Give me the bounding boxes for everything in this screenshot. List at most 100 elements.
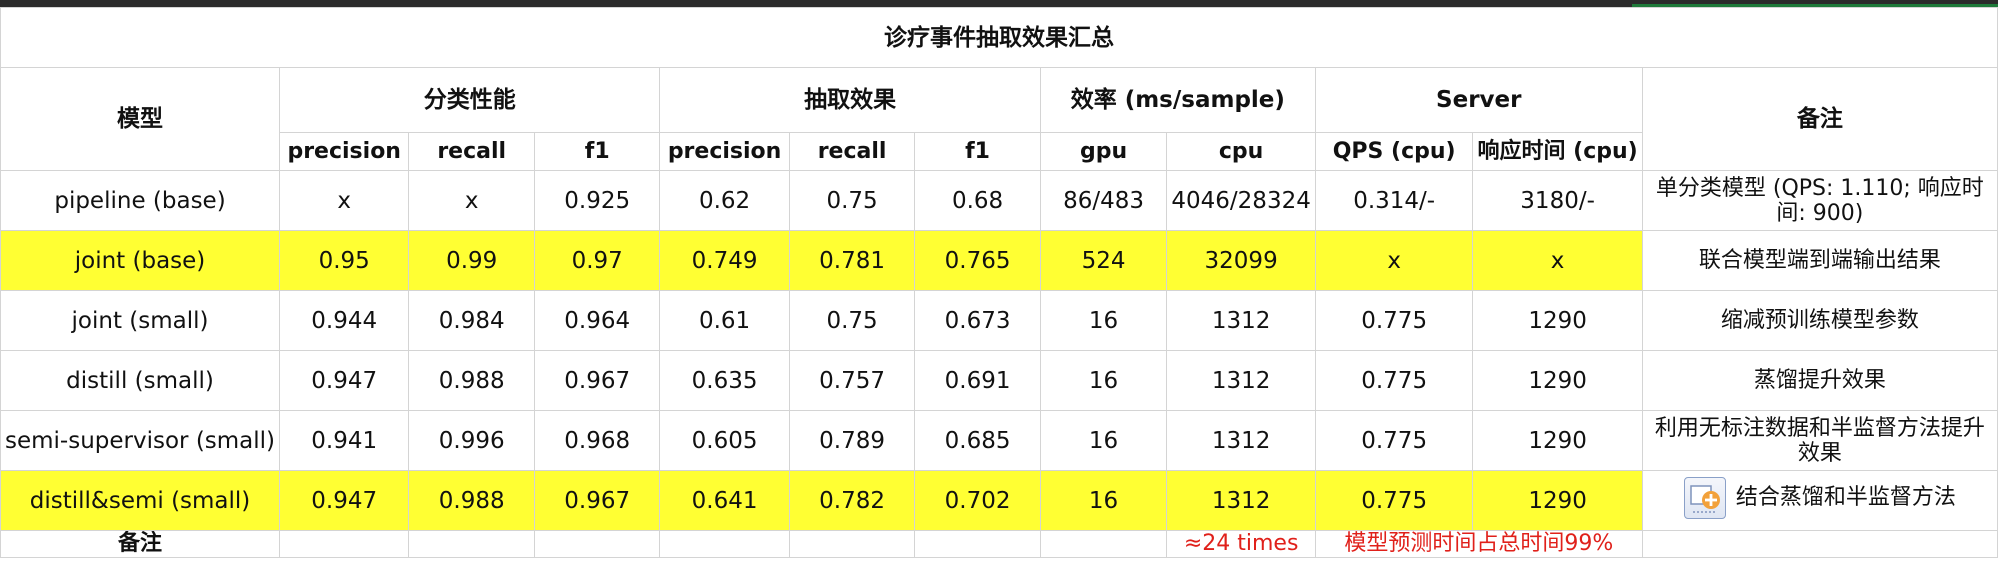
cell-cls-recall[interactable]: x <box>408 170 536 231</box>
cell-cpu[interactable]: 1312 <box>1166 290 1316 351</box>
footer-empty-cell[interactable] <box>279 530 410 558</box>
cell-cls-f1[interactable]: 0.968 <box>534 410 661 471</box>
cell-cls-recall[interactable]: 0.99 <box>408 230 536 291</box>
cell-cls-f1[interactable]: 0.97 <box>534 230 661 291</box>
subheader-cls-f1[interactable]: f1 <box>534 132 661 171</box>
header-classification[interactable]: 分类性能 <box>279 67 661 133</box>
cell-ext-precision[interactable]: 0.641 <box>659 470 790 531</box>
cell-ext-recall[interactable]: 0.789 <box>788 410 916 471</box>
cell-ext-precision[interactable]: 0.635 <box>659 350 790 411</box>
cell-cpu[interactable]: 1312 <box>1166 410 1316 471</box>
header-efficiency[interactable]: 效率 (ms/sample) <box>1039 67 1316 133</box>
header-notes[interactable]: 备注 <box>1641 67 1998 171</box>
cell-cls-precision[interactable]: x <box>279 170 410 231</box>
cell-cls-f1[interactable]: 0.964 <box>534 290 661 351</box>
cell-qps[interactable]: 0.775 <box>1314 290 1474 351</box>
footer-empty-cell[interactable] <box>659 530 790 558</box>
cell-gpu[interactable]: 16 <box>1039 350 1168 411</box>
subheader-response-time[interactable]: 响应时间 (cpu) <box>1472 132 1643 171</box>
cell-cls-f1[interactable]: 0.967 <box>534 470 661 531</box>
cell-cls-recall[interactable]: 0.988 <box>408 470 536 531</box>
cell-gpu[interactable]: 524 <box>1039 230 1168 291</box>
cell-cls-precision[interactable]: 0.944 <box>279 290 410 351</box>
cell-response-time[interactable]: 3180/- <box>1472 170 1643 231</box>
header-server[interactable]: Server <box>1314 67 1643 133</box>
cell-qps[interactable]: 0.775 <box>1314 470 1474 531</box>
cell-gpu[interactable]: 16 <box>1039 410 1168 471</box>
cell-ext-recall[interactable]: 0.75 <box>788 170 916 231</box>
footer-empty-cell[interactable] <box>788 530 916 558</box>
cell-note[interactable]: 利用无标注数据和半监督方法提升效果 <box>1641 410 1998 471</box>
cell-gpu[interactable]: 16 <box>1039 470 1168 531</box>
footer-empty-cell[interactable] <box>408 530 536 558</box>
cell-cpu[interactable]: 32099 <box>1166 230 1316 291</box>
cell-cpu[interactable]: 1312 <box>1166 470 1316 531</box>
cell-cls-f1[interactable]: 0.967 <box>534 350 661 411</box>
subheader-ext-precision[interactable]: precision <box>659 132 790 171</box>
cell-ext-recall[interactable]: 0.781 <box>788 230 916 291</box>
subheader-cls-precision[interactable]: precision <box>279 132 410 171</box>
cell-note[interactable]: 结合蒸馏和半监督方法 <box>1641 470 1998 531</box>
cell-gpu[interactable]: 86/483 <box>1039 170 1168 231</box>
footer-label[interactable]: 备注 <box>0 530 281 558</box>
cell-response-time[interactable]: 1290 <box>1472 470 1643 531</box>
cell-qps[interactable]: 0.775 <box>1314 350 1474 411</box>
cell-gpu[interactable]: 16 <box>1039 290 1168 351</box>
cell-ext-precision[interactable]: 0.749 <box>659 230 790 291</box>
cell-ext-f1[interactable]: 0.68 <box>914 170 1041 231</box>
cell-ext-f1[interactable]: 0.765 <box>914 230 1041 291</box>
cell-ext-precision[interactable]: 0.61 <box>659 290 790 351</box>
cell-response-time[interactable]: x <box>1472 230 1643 291</box>
cell-model[interactable]: joint (small) <box>0 290 281 351</box>
header-model[interactable]: 模型 <box>0 67 281 171</box>
cell-cls-recall[interactable]: 0.984 <box>408 290 536 351</box>
cell-ext-precision[interactable]: 0.605 <box>659 410 790 471</box>
footer-empty-cell[interactable] <box>1641 530 1998 558</box>
cell-model[interactable]: pipeline (base) <box>0 170 281 231</box>
cell-model[interactable]: distill (small) <box>0 350 281 411</box>
subheader-cls-recall[interactable]: recall <box>408 132 536 171</box>
table-title[interactable]: 诊疗事件抽取效果汇总 <box>0 7 1998 68</box>
cell-response-time[interactable]: 1290 <box>1472 410 1643 471</box>
subheader-ext-f1[interactable]: f1 <box>914 132 1041 171</box>
cell-note[interactable]: 缩减预训练模型参数 <box>1641 290 1998 351</box>
cell-cls-precision[interactable]: 0.947 <box>279 350 410 411</box>
insert-image-icon[interactable] <box>1683 476 1726 519</box>
cell-ext-precision[interactable]: 0.62 <box>659 170 790 231</box>
cell-cls-recall[interactable]: 0.988 <box>408 350 536 411</box>
cell-ext-f1[interactable]: 0.673 <box>914 290 1041 351</box>
cell-ext-f1[interactable]: 0.702 <box>914 470 1041 531</box>
cell-cls-precision[interactable]: 0.95 <box>279 230 410 291</box>
cell-cls-precision[interactable]: 0.941 <box>279 410 410 471</box>
footer-empty-cell[interactable] <box>534 530 661 558</box>
footer-server-note[interactable]: 模型预测时间占总时间99% <box>1314 530 1643 558</box>
subheader-cpu[interactable]: cpu <box>1166 132 1316 171</box>
cell-model[interactable]: distill&semi (small) <box>0 470 281 531</box>
subheader-ext-recall[interactable]: recall <box>788 132 916 171</box>
cell-response-time[interactable]: 1290 <box>1472 290 1643 351</box>
footer-empty-cell[interactable] <box>914 530 1041 558</box>
cell-qps[interactable]: 0.314/- <box>1314 170 1474 231</box>
cell-note[interactable]: 蒸馏提升效果 <box>1641 350 1998 411</box>
subheader-qps[interactable]: QPS (cpu) <box>1314 132 1474 171</box>
cell-cls-recall[interactable]: 0.996 <box>408 410 536 471</box>
cell-cpu[interactable]: 4046/28324 <box>1166 170 1316 231</box>
cell-ext-f1[interactable]: 0.685 <box>914 410 1041 471</box>
footer-empty-cell[interactable] <box>1039 530 1168 558</box>
cell-response-time[interactable]: 1290 <box>1472 350 1643 411</box>
cell-cls-f1[interactable]: 0.925 <box>534 170 661 231</box>
cell-qps[interactable]: x <box>1314 230 1474 291</box>
cell-qps[interactable]: 0.775 <box>1314 410 1474 471</box>
cell-ext-recall[interactable]: 0.75 <box>788 290 916 351</box>
cell-note[interactable]: 单分类模型 (QPS: 1.110; 响应时间: 900) <box>1641 170 1998 231</box>
cell-ext-f1[interactable]: 0.691 <box>914 350 1041 411</box>
header-extraction[interactable]: 抽取效果 <box>659 67 1041 133</box>
cell-cls-precision[interactable]: 0.947 <box>279 470 410 531</box>
footer-cpu-note[interactable]: ≈24 times <box>1166 530 1316 558</box>
cell-ext-recall[interactable]: 0.757 <box>788 350 916 411</box>
cell-note[interactable]: 联合模型端到端输出结果 <box>1641 230 1998 291</box>
cell-model[interactable]: joint (base) <box>0 230 281 291</box>
cell-cpu[interactable]: 1312 <box>1166 350 1316 411</box>
subheader-gpu[interactable]: gpu <box>1039 132 1168 171</box>
cell-ext-recall[interactable]: 0.782 <box>788 470 916 531</box>
